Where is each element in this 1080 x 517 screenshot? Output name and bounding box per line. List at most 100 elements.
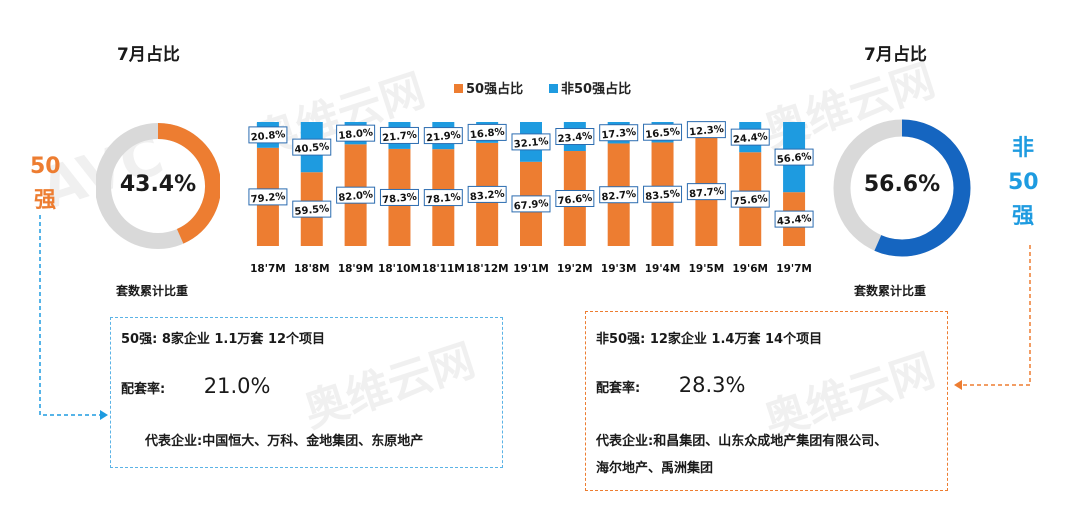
right-side-label-line: 非 bbox=[1011, 136, 1034, 161]
svg-text:12.3%: 12.3% bbox=[689, 124, 725, 139]
x-tick-label: 19'1M bbox=[513, 263, 549, 275]
svg-text:78.1%: 78.1% bbox=[426, 192, 462, 207]
left-donut-value: 43.4% bbox=[119, 172, 197, 197]
data-label-non50: 32.1% bbox=[511, 133, 551, 151]
data-label-non50: 40.5% bbox=[292, 138, 332, 156]
right-side-label: 非 50 强 bbox=[1008, 132, 1039, 234]
svg-text:23.4%: 23.4% bbox=[557, 131, 593, 146]
data-label-50: 43.4% bbox=[774, 210, 814, 228]
data-label-50: 59.5% bbox=[292, 200, 332, 218]
svg-text:79.2%: 79.2% bbox=[250, 191, 286, 206]
donut-segment bbox=[157, 123, 220, 244]
left-companies: 代表企业:中国恒大、万科、金地集团、东原地产 bbox=[145, 434, 424, 449]
right-caption: 套数累计比重 bbox=[854, 284, 927, 298]
data-label-non50: 16.5% bbox=[643, 123, 683, 141]
svg-text:24.4%: 24.4% bbox=[733, 131, 769, 146]
x-tick-label: 18'10M bbox=[378, 263, 421, 275]
data-label-50: 87.7% bbox=[686, 183, 726, 201]
data-label-50: 78.1% bbox=[423, 189, 463, 207]
right-rate-row: 配套率: 28.3% bbox=[596, 373, 745, 397]
right-title: 7月占比 bbox=[864, 45, 927, 65]
left-side-label-line: 强 bbox=[33, 188, 56, 213]
svg-text:56.6%: 56.6% bbox=[776, 151, 812, 166]
svg-text:59.5%: 59.5% bbox=[294, 203, 330, 218]
data-label-non50: 16.8% bbox=[467, 123, 507, 142]
data-label-non50: 21.9% bbox=[423, 127, 463, 145]
svg-text:16.5%: 16.5% bbox=[645, 126, 681, 141]
data-label-50: 83.5% bbox=[643, 185, 683, 203]
data-label-50: 82.0% bbox=[336, 186, 376, 204]
data-label-non50: 23.4% bbox=[555, 128, 595, 146]
svg-text:20.8%: 20.8% bbox=[250, 129, 286, 144]
right-rate-label: 配套率: bbox=[596, 381, 641, 396]
data-label-50: 67.9% bbox=[511, 195, 551, 213]
data-label-non50: 21.7% bbox=[379, 126, 419, 145]
legend-label-non50: 非50强占比 bbox=[561, 81, 631, 97]
data-label-non50: 20.8% bbox=[248, 126, 288, 144]
right-companies-line2: 海尔地产、禹洲集团 bbox=[596, 461, 714, 476]
svg-text:83.5%: 83.5% bbox=[645, 188, 681, 203]
x-tick-label: 18'12M bbox=[466, 263, 509, 275]
left-connector bbox=[39, 215, 100, 416]
svg-text:67.9%: 67.9% bbox=[513, 198, 549, 213]
stacked-bar-chart: 50强占比 非50强占比 79.2% 20.8% 18'7M 59.5% 40.5% 18'8… bbox=[248, 81, 814, 275]
donut-segment bbox=[874, 119, 971, 257]
x-tick-label: 19'6M bbox=[732, 263, 768, 275]
svg-text:16.8%: 16.8% bbox=[469, 127, 505, 142]
right-rate-value: 28.3% bbox=[678, 373, 746, 397]
x-tick-label: 19'3M bbox=[601, 263, 637, 275]
x-tick-label: 18'9M bbox=[338, 263, 374, 275]
x-tick-label: 18'7M bbox=[250, 263, 286, 275]
svg-text:32.1%: 32.1% bbox=[513, 136, 549, 151]
svg-text:76.6%: 76.6% bbox=[557, 193, 593, 208]
legend-swatch-non50 bbox=[549, 84, 558, 93]
data-label-50: 79.2% bbox=[248, 188, 288, 206]
data-label-non50: 24.4% bbox=[730, 128, 770, 146]
svg-text:83.2%: 83.2% bbox=[469, 189, 505, 204]
x-tick-label: 19'7M bbox=[776, 263, 812, 275]
x-tick-label: 18'8M bbox=[294, 263, 330, 275]
svg-text:82.7%: 82.7% bbox=[601, 189, 637, 204]
right-info-summary: 非50强: 12家企业 1.4万套 14个项目 bbox=[596, 332, 823, 347]
left-rate-row: 配套率: 21.0% bbox=[121, 374, 270, 398]
right-donut bbox=[833, 119, 971, 257]
legend-swatch-50 bbox=[454, 84, 463, 93]
x-tick-label: 19'2M bbox=[557, 263, 593, 275]
data-label-50: 78.3% bbox=[379, 188, 419, 206]
svg-text:21.9%: 21.9% bbox=[426, 130, 462, 145]
legend-label-50: 50强占比 bbox=[466, 81, 523, 97]
right-connector-arrow bbox=[954, 380, 962, 390]
svg-text:75.6%: 75.6% bbox=[733, 193, 769, 208]
right-companies-line1: 代表企业:和昌集团、山东众成地产集团有限公司、 bbox=[596, 434, 888, 449]
left-title: 7月占比 bbox=[117, 45, 180, 65]
data-label-50: 75.6% bbox=[730, 190, 770, 208]
svg-text:21.7%: 21.7% bbox=[382, 130, 418, 145]
data-label-non50: 18.0% bbox=[336, 124, 376, 142]
right-side-label-line: 强 bbox=[1011, 204, 1034, 229]
left-rate-value: 21.0% bbox=[203, 374, 271, 398]
right-donut-value: 56.6% bbox=[863, 172, 941, 197]
svg-text:40.5%: 40.5% bbox=[294, 141, 330, 156]
svg-text:43.4%: 43.4% bbox=[776, 213, 812, 228]
data-label-50: 76.6% bbox=[555, 190, 595, 208]
data-label-non50: 56.6% bbox=[774, 148, 814, 166]
left-side-label: 50 强 bbox=[30, 150, 61, 218]
x-tick-label: 19'5M bbox=[689, 263, 725, 275]
svg-text:82.0%: 82.0% bbox=[338, 189, 374, 204]
svg-text:87.7%: 87.7% bbox=[689, 186, 725, 201]
x-tick-label: 18'11M bbox=[422, 263, 465, 275]
right-connector bbox=[962, 245, 1031, 386]
x-tick-label: 19'4M bbox=[645, 263, 681, 275]
data-label-50: 82.7% bbox=[599, 186, 639, 204]
data-label-non50: 17.3% bbox=[599, 124, 639, 142]
right-info-box: 非50强: 12家企业 1.4万套 14个项目 配套率: 28.3% 代表企业:… bbox=[585, 311, 948, 491]
svg-text:18.0%: 18.0% bbox=[338, 127, 374, 142]
legend: 50强占比 非50强占比 bbox=[454, 81, 631, 97]
data-label-50: 83.2% bbox=[467, 185, 507, 204]
data-label-non50: 12.3% bbox=[686, 121, 726, 139]
left-caption: 套数累计比重 bbox=[116, 284, 189, 298]
left-info-summary: 50强: 8家企业 1.1万套 12个项目 bbox=[121, 332, 326, 347]
svg-text:17.3%: 17.3% bbox=[601, 127, 637, 142]
left-side-label-line: 50 bbox=[30, 154, 61, 179]
